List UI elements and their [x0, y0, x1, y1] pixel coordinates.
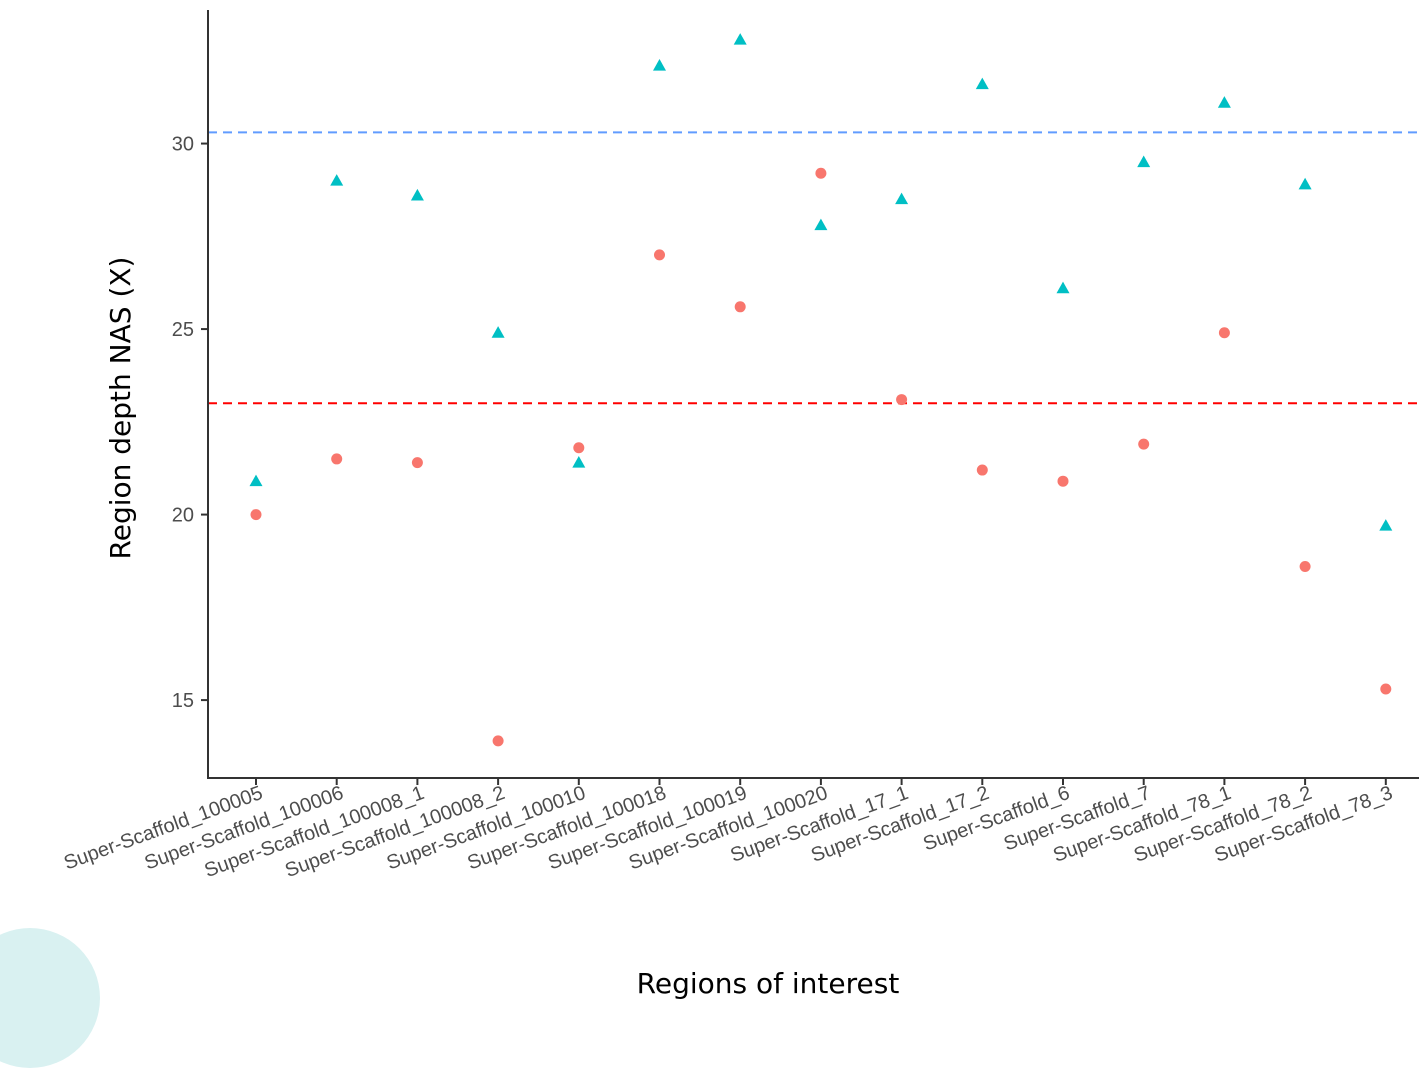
circle-point — [573, 442, 585, 454]
circle-point — [1138, 438, 1150, 450]
triangle-point — [330, 174, 344, 186]
triangle-point — [572, 456, 586, 468]
triangle-point — [895, 192, 909, 205]
triangle-point — [1298, 177, 1312, 190]
circle-point — [976, 464, 988, 476]
triangle-point — [1217, 96, 1231, 108]
y-axis-ticks: 15 20 25 30 — [172, 134, 208, 712]
triangle-point — [1137, 155, 1151, 168]
y-tick-label: 20 — [172, 505, 194, 527]
circle-point — [896, 394, 908, 406]
circle-point — [1218, 327, 1230, 339]
triangle-point — [814, 218, 828, 231]
circle-point — [331, 453, 343, 465]
reference-lines — [208, 131, 1419, 405]
circle-point — [1057, 475, 1069, 487]
triangle-point — [410, 188, 424, 201]
circle-point — [1380, 683, 1392, 695]
triangle-point — [653, 59, 666, 71]
circle-point — [250, 509, 262, 521]
y-tick-label: 25 — [172, 319, 194, 341]
circle-point — [411, 457, 423, 469]
circle-point — [492, 735, 504, 747]
triangle-point — [249, 474, 263, 487]
triangle-point — [975, 77, 989, 90]
circle-point — [815, 167, 827, 179]
data-points — [249, 33, 1393, 747]
x-axis-title: Regions of interest — [637, 967, 900, 1000]
triangle-point — [733, 33, 747, 45]
triangle-point — [1056, 281, 1070, 294]
circle-point — [734, 301, 746, 313]
y-axis-title: Region depth NAS (X) — [104, 257, 137, 560]
circle-point — [1299, 561, 1311, 573]
scatter-chart: 15 20 25 30 Super-Scaffold_100005Super-Scaf… — [61, 10, 1419, 1000]
triangle-point — [491, 326, 505, 338]
x-axis-ticks: Super-Scaffold_100005Super-Scaffold_1000… — [61, 778, 1396, 882]
triangle-point — [1379, 519, 1393, 531]
circle-point — [654, 249, 665, 261]
y-tick-label: 15 — [172, 690, 194, 712]
y-tick-label: 30 — [172, 134, 194, 156]
